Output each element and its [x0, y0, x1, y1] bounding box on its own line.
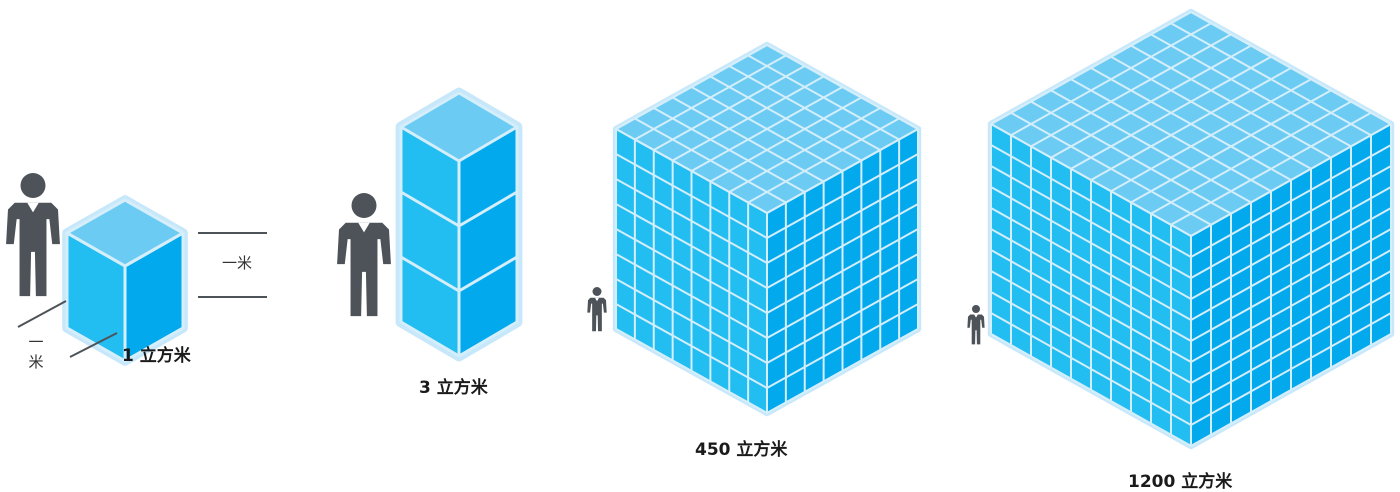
- column-outline: [399, 91, 519, 358]
- person-collar: [358, 222, 370, 233]
- person-collar: [974, 314, 978, 318]
- grid-line: [728, 107, 881, 193]
- grid-line: [634, 117, 787, 204]
- grid-line: [766, 278, 919, 364]
- grid-line: [766, 303, 919, 389]
- grid-line: [1110, 78, 1312, 193]
- person-body: [587, 297, 607, 332]
- person-head: [592, 287, 602, 296]
- grid-line: [766, 253, 919, 339]
- grid-line: [990, 228, 1192, 342]
- grid-line: [1190, 291, 1392, 405]
- grid-line: [653, 107, 806, 193]
- cube-outline: [615, 44, 919, 414]
- dimension-label-vertical: 一 米: [28, 333, 44, 371]
- person-icon-4: [967, 305, 985, 345]
- person-body: [337, 222, 391, 317]
- grid-line: [990, 291, 1192, 405]
- grid-line: [1190, 228, 1392, 342]
- person-body: [967, 314, 985, 345]
- person-collar: [27, 202, 39, 213]
- grid-line: [615, 128, 768, 214]
- grid-line: [1010, 111, 1212, 226]
- person-icon-1: [6, 173, 60, 297]
- cube-left-face: [67, 233, 125, 361]
- volume-label-450: 450 立方米: [695, 440, 788, 460]
- person-collar: [594, 297, 600, 302]
- grid-line: [1130, 89, 1332, 204]
- grid-line: [1150, 100, 1352, 215]
- grid-line: [990, 123, 1192, 237]
- volume-label-3: 3 立方米: [419, 378, 488, 398]
- column-right-face: [459, 127, 517, 356]
- grid-line: [1190, 123, 1392, 237]
- cube-450-cubic-meters: [612, 41, 922, 417]
- grid-line: [766, 228, 919, 314]
- grid-line: [990, 270, 1192, 384]
- cube-1-cubic-meter: [62, 195, 188, 366]
- volume-label-1200: 1200 立方米: [1128, 472, 1233, 492]
- grid-line: [1030, 100, 1232, 215]
- grid-line: [458, 255, 518, 293]
- cube-outline: [990, 11, 1392, 447]
- grid-line: [615, 253, 768, 339]
- cube-right-face: [125, 233, 183, 361]
- dimension-markers: [17, 232, 267, 358]
- dimension-line: [17, 300, 67, 328]
- grid-line: [990, 249, 1192, 363]
- grid-line: [400, 190, 460, 228]
- grid-line: [1090, 67, 1292, 181]
- grid-line: [458, 190, 518, 228]
- volume-label-1: 1 立方米: [122, 346, 191, 366]
- cube-outline: [65, 198, 185, 363]
- grid-line: [1050, 89, 1252, 204]
- column-left-face: [401, 127, 459, 356]
- person-head: [20, 173, 46, 198]
- grid-line: [1190, 249, 1392, 363]
- column-3-cubic-meters: [395, 87, 523, 362]
- grid-line: [672, 96, 825, 183]
- dimension-label-horizontal: 一米: [222, 254, 253, 272]
- grid-line: [400, 255, 460, 293]
- grid-line: [615, 228, 768, 314]
- grid-line: [615, 278, 768, 364]
- grid-line: [1190, 312, 1392, 426]
- grid-line: [400, 125, 460, 163]
- person-icon-3: [587, 287, 607, 332]
- grid-line: [1170, 111, 1372, 226]
- grid-line: [1190, 270, 1392, 384]
- grid-line: [747, 117, 900, 204]
- grid-line: [766, 128, 919, 214]
- grid-line: [691, 86, 843, 172]
- grid-line: [990, 312, 1192, 426]
- person-head: [972, 305, 980, 313]
- grid-line: [615, 303, 768, 389]
- person-body: [6, 202, 60, 297]
- cube-1200-cubic-meters: [987, 8, 1395, 450]
- grid-line: [1070, 78, 1272, 193]
- grid-line: [709, 96, 862, 183]
- grid-line: [124, 231, 184, 268]
- grid-line: [66, 231, 126, 268]
- person-head: [351, 193, 377, 218]
- person-icon-2: [337, 193, 391, 317]
- grid-line: [458, 125, 518, 163]
- dimension-line: [69, 332, 118, 358]
